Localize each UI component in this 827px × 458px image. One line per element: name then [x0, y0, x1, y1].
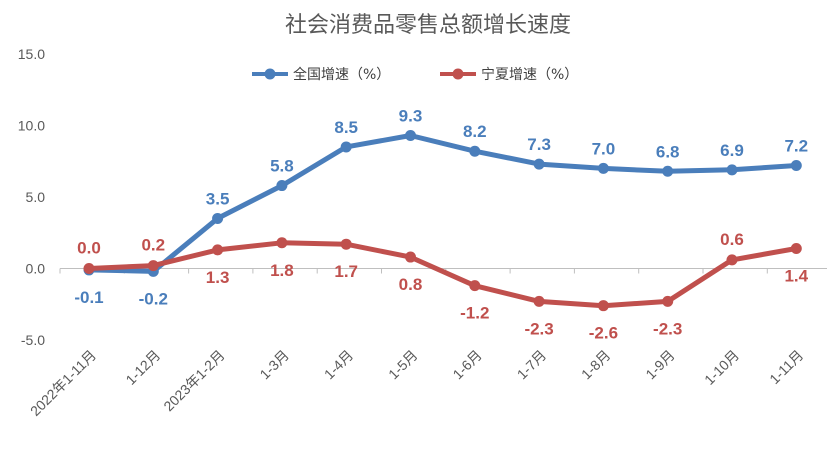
data-label-ningxia: 0.2	[141, 236, 165, 255]
data-label-national: 7.0	[592, 139, 616, 158]
data-label-national: 7.2	[784, 137, 808, 156]
x-tick-label: 1-12月	[122, 347, 163, 388]
x-tick-label: 1-4月	[321, 347, 357, 383]
data-label-ningxia: 0.8	[399, 275, 423, 294]
series-layer	[83, 130, 802, 312]
data-point	[340, 141, 352, 153]
data-point	[276, 180, 288, 192]
data-point	[597, 300, 609, 312]
data-point	[340, 238, 352, 250]
x-tick-label: 1-5月	[385, 347, 421, 383]
y-axis: 15.0 10.0 5.0 0.0 -5.0	[18, 46, 45, 348]
data-label-ningxia: -2.3	[653, 319, 682, 338]
x-tick-label: 1-11月	[766, 347, 806, 387]
y-tick-label: 15.0	[18, 46, 45, 62]
data-label-ningxia: -2.6	[589, 324, 618, 343]
x-tick-label: 1-10月	[701, 347, 742, 388]
x-tick-label: 1-6月	[449, 347, 485, 383]
x-tick-label: 1-3月	[257, 347, 293, 383]
data-point	[147, 260, 159, 272]
data-label-national: 8.5	[334, 118, 358, 137]
data-label-national: 8.2	[463, 122, 487, 141]
data-label-national: 5.8	[270, 157, 294, 176]
data-point	[469, 280, 481, 292]
data-point	[726, 254, 738, 266]
data-point	[212, 212, 224, 224]
data-point	[405, 251, 416, 263]
legend-label-national: 全国增速（%）	[293, 66, 390, 83]
data-label-ningxia: 1.8	[270, 261, 294, 280]
y-tick-label: 0.0	[26, 261, 46, 277]
data-label-national: 6.9	[720, 141, 744, 160]
x-tick-label: 1-8月	[578, 347, 614, 383]
data-label-national: -0.1	[74, 288, 103, 307]
data-point	[790, 242, 802, 254]
legend-item-ningxia: 宁夏增速（%）	[440, 66, 578, 83]
legend: 全国增速（%） 宁夏增速（%）	[252, 66, 578, 83]
data-label-ningxia: 1.3	[206, 268, 230, 287]
data-label-ningxia: -1.2	[460, 304, 489, 323]
x-tick-label: 1-7月	[514, 347, 550, 383]
data-point	[662, 295, 674, 307]
data-point	[469, 145, 481, 157]
data-point	[790, 160, 802, 172]
chart-title: 社会消费品零售总额增长速度	[285, 13, 571, 38]
series-line-national	[86, 133, 799, 274]
data-point	[83, 263, 95, 274]
data-point	[533, 158, 545, 170]
data-label-national: 9.3	[399, 107, 423, 126]
data-labels: -0.1 -0.2 3.5 5.8 8.5 9.3 8.2 7.3 7.0 6.8 6.9 7.2 0.…	[74, 107, 808, 343]
x-tick-label: 2023年1-2月	[160, 347, 227, 414]
data-label-national: 6.8	[656, 142, 680, 161]
data-label-ningxia: 1.7	[334, 262, 358, 281]
series-line-ningxia	[86, 240, 799, 309]
legend-item-national: 全国增速（%）	[252, 66, 390, 83]
y-tick-label: -5.0	[21, 332, 45, 348]
data-label-ningxia: 1.4	[784, 266, 808, 285]
data-point	[597, 162, 609, 174]
legend-label-ningxia: 宁夏增速（%）	[481, 66, 578, 83]
data-label-ningxia: 0.6	[720, 230, 744, 249]
data-label-national: 7.3	[527, 135, 551, 154]
data-point	[726, 164, 738, 176]
y-tick-label: 10.0	[18, 118, 45, 134]
x-tick-label: 2022年1-11月	[27, 347, 99, 419]
data-point	[533, 295, 545, 307]
x-tick-label: 1-9月	[642, 347, 678, 383]
data-point	[276, 237, 288, 249]
data-point	[212, 244, 224, 256]
data-label-national: -0.2	[139, 289, 168, 308]
data-label-ningxia: -2.3	[524, 319, 553, 338]
data-label-ningxia: 0.0	[77, 239, 101, 258]
y-tick-label: 5.0	[26, 189, 46, 205]
data-point	[405, 130, 416, 142]
data-label-national: 3.5	[206, 189, 230, 208]
data-point	[662, 165, 674, 177]
